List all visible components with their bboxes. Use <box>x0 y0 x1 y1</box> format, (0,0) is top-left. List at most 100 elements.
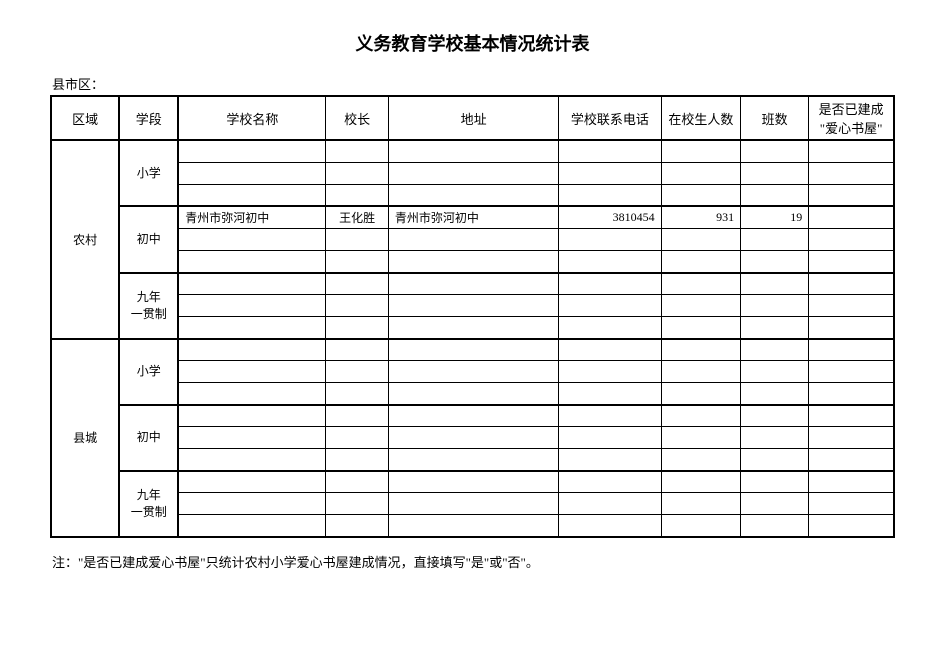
table-row: 农村 小学 <box>51 140 894 162</box>
cell <box>326 515 388 537</box>
header-stage: 学段 <box>119 96 178 140</box>
cell <box>809 140 894 162</box>
stage-primary-county: 小学 <box>119 339 178 405</box>
cell <box>809 405 894 427</box>
cell <box>809 339 894 361</box>
cell <box>741 162 809 184</box>
table-row: 初中 <box>51 405 894 427</box>
cell <box>178 162 326 184</box>
cell <box>388 471 558 493</box>
table-row <box>51 251 894 273</box>
cell <box>809 515 894 537</box>
cell <box>661 295 741 317</box>
table-row: 九年 一贯制 <box>51 273 894 295</box>
table-row <box>51 162 894 184</box>
stage-primary-rural: 小学 <box>119 140 178 206</box>
cell <box>809 427 894 449</box>
cell <box>809 471 894 493</box>
cell <box>661 427 741 449</box>
cell <box>388 427 558 449</box>
cell <box>178 251 326 273</box>
cell <box>809 383 894 405</box>
cell <box>661 273 741 295</box>
table-row: 九年 一贯制 <box>51 471 894 493</box>
cell <box>178 317 326 339</box>
cell <box>661 449 741 471</box>
cell-principal: 王化胜 <box>326 206 388 229</box>
cell <box>178 140 326 162</box>
region-county: 县城 <box>51 339 119 537</box>
table-row <box>51 427 894 449</box>
cell <box>661 493 741 515</box>
nineyear-line2: 一贯制 <box>131 505 167 519</box>
cell <box>559 184 661 206</box>
header-row: 区域 学段 学校名称 校长 地址 学校联系电话 在校生人数 班数 是否已建成 "… <box>51 96 894 140</box>
cell <box>661 405 741 427</box>
cell <box>741 295 809 317</box>
cell <box>741 471 809 493</box>
cell <box>178 449 326 471</box>
cell-address: 青州市弥河初中 <box>388 206 558 229</box>
cell <box>178 361 326 383</box>
cell <box>178 273 326 295</box>
cell <box>388 229 558 251</box>
cell <box>559 229 661 251</box>
cell <box>741 427 809 449</box>
cell <box>178 184 326 206</box>
cell <box>559 317 661 339</box>
subtitle-label: 县市区： <box>50 74 895 93</box>
cell <box>559 471 661 493</box>
cell <box>388 361 558 383</box>
nineyear-line2: 一贯制 <box>131 307 167 321</box>
cell <box>326 449 388 471</box>
cell <box>178 493 326 515</box>
cell <box>559 405 661 427</box>
cell <box>809 449 894 471</box>
cell <box>388 449 558 471</box>
cell <box>809 295 894 317</box>
cell <box>178 383 326 405</box>
cell <box>326 273 388 295</box>
cell <box>178 295 326 317</box>
header-classes: 班数 <box>741 96 809 140</box>
table-row <box>51 229 894 251</box>
cell <box>326 229 388 251</box>
cell <box>661 162 741 184</box>
cell <box>661 229 741 251</box>
cell <box>741 317 809 339</box>
cell-school-name: 青州市弥河初中 <box>178 206 326 229</box>
cell <box>809 273 894 295</box>
cell <box>388 162 558 184</box>
cell <box>326 184 388 206</box>
cell <box>559 140 661 162</box>
cell <box>559 449 661 471</box>
cell <box>741 184 809 206</box>
cell <box>178 515 326 537</box>
cell <box>388 184 558 206</box>
cell <box>741 449 809 471</box>
cell <box>178 339 326 361</box>
cell <box>809 361 894 383</box>
cell <box>178 229 326 251</box>
cell <box>661 515 741 537</box>
statistics-table: 区域 学段 学校名称 校长 地址 学校联系电话 在校生人数 班数 是否已建成 "… <box>50 95 895 538</box>
cell <box>661 184 741 206</box>
cell <box>661 361 741 383</box>
cell <box>388 339 558 361</box>
cell <box>661 140 741 162</box>
cell <box>559 515 661 537</box>
cell <box>809 206 894 229</box>
header-built-line2: "爱心书屋" <box>820 121 883 136</box>
cell <box>178 427 326 449</box>
cell <box>809 251 894 273</box>
cell <box>388 493 558 515</box>
nineyear-line1: 九年 <box>137 488 161 502</box>
cell <box>559 493 661 515</box>
cell <box>388 251 558 273</box>
table-row <box>51 295 894 317</box>
header-built: 是否已建成 "爱心书屋" <box>809 96 894 140</box>
cell <box>559 427 661 449</box>
header-principal: 校长 <box>326 96 388 140</box>
table-row <box>51 515 894 537</box>
cell <box>741 405 809 427</box>
